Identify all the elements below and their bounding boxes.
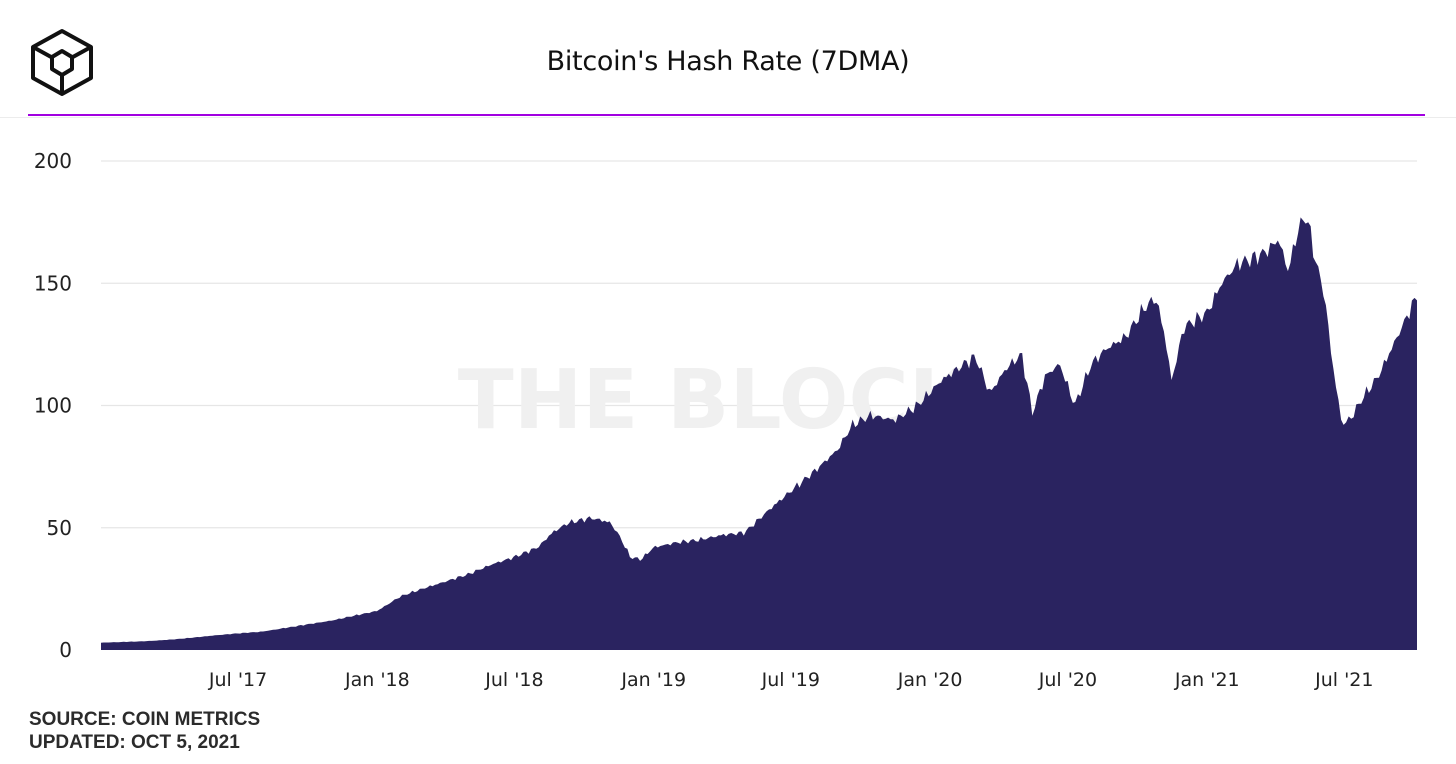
source-note: SOURCE: COIN METRICS [29,709,261,730]
x-tick-label: Jan '18 [344,669,410,691]
x-tick-label: Jan '20 [897,669,963,691]
x-tick-label: Jan '21 [1174,669,1240,691]
x-tick-label: Jul '21 [1314,669,1373,691]
x-tick-label: Jul '17 [208,669,267,691]
header-divider [0,117,1456,118]
chart-footer: SOURCE: COIN METRICS UPDATED: OCT 5, 202… [29,708,260,754]
chart-header: Bitcoin's Hash Rate (7DMA) [0,0,1456,118]
chart-title: Bitcoin's Hash Rate (7DMA) [546,46,910,77]
updated-note: UPDATED: OCT 5, 2021 [29,732,240,753]
y-tick-label: 0 [59,638,72,662]
hash-rate-area [101,217,1417,650]
x-tick-label: Jan '19 [620,669,686,691]
x-tick-label: Jul '18 [484,669,543,691]
the-block-cube-logo-icon [31,29,93,96]
x-tick-label: Jul '19 [761,669,820,691]
y-tick-label: 100 [34,394,72,418]
y-axis-labels: 0 50 100 150 200 [34,149,72,662]
y-tick-label: 50 [47,516,72,540]
y-tick-label: 200 [34,149,72,173]
y-tick-label: 150 [34,271,72,295]
x-axis-labels: Jul '17 Jan '18 Jul '18 Jan '19 Jul '19 Jan '… [208,669,1374,691]
title-accent-line [28,114,1425,116]
x-tick-label: Jul '20 [1038,669,1097,691]
